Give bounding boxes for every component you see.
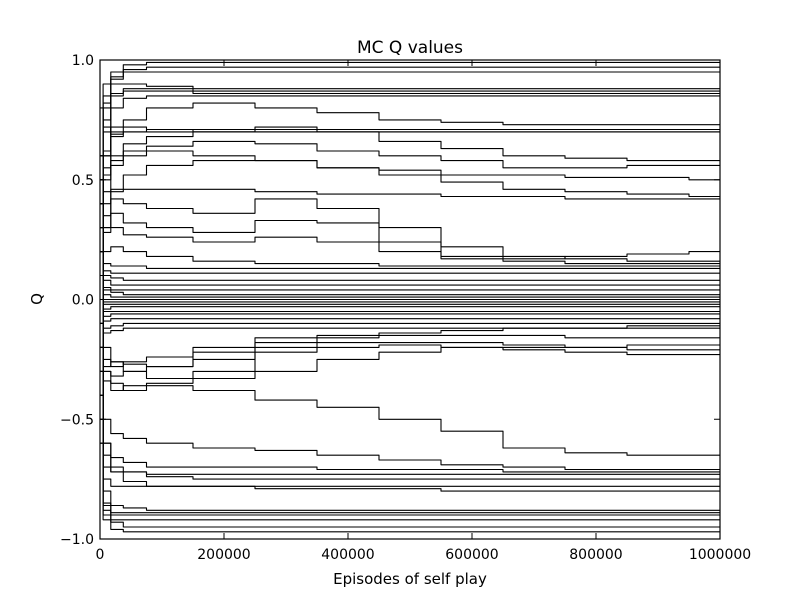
series-line-43 [100, 418, 720, 471]
series-line-32 [100, 203, 720, 313]
x-tick-label: 200000 [197, 547, 250, 563]
series-line-13 [100, 140, 720, 277]
series-line-31 [100, 306, 720, 372]
series-line-15 [100, 160, 720, 372]
y-tick-label: 0.0 [72, 293, 94, 309]
series-line-48 [100, 370, 720, 492]
series-line-38 [100, 274, 720, 377]
series-line-23 [100, 179, 720, 281]
series-line-11 [100, 102, 720, 253]
x-tick-label: 1000000 [689, 547, 751, 563]
series-line-30 [100, 251, 720, 305]
series-line-7 [100, 83, 720, 253]
x-tick-label: 800000 [569, 547, 622, 563]
x-tick-label: 400000 [321, 547, 374, 563]
series-line-28 [100, 155, 720, 301]
series-line-34 [100, 298, 720, 322]
series-line-46 [100, 418, 720, 480]
series-line-6 [100, 95, 720, 301]
series-line-47 [100, 274, 720, 487]
series-line-25 [100, 227, 720, 291]
x-tick-label: 0 [96, 547, 105, 563]
series-line-21 [100, 263, 720, 324]
series-line-33 [100, 313, 720, 324]
y-tick-label: −0.5 [60, 412, 94, 428]
series-line-22 [100, 251, 720, 274]
series-line-27 [100, 274, 720, 298]
series-line-54 [100, 346, 720, 533]
series-line-12 [100, 126, 720, 229]
y-tick-label: 0.5 [72, 173, 94, 189]
series-line-44 [100, 346, 720, 473]
x-tick-label: 600000 [445, 547, 498, 563]
x-axis-label: Episodes of self play [333, 570, 487, 588]
series-line-3 [100, 71, 720, 181]
y-axis-label: Q [28, 293, 46, 305]
series-line-29 [100, 301, 720, 420]
series-line-40 [100, 251, 720, 380]
x-axis: 0 200000 400000 600000 800000 1000000 [96, 60, 751, 563]
series-line-42 [100, 298, 720, 456]
series-line-1 [100, 61, 720, 229]
series-line-20 [100, 203, 720, 267]
series-line-24 [100, 279, 720, 396]
series-line-35 [100, 322, 720, 444]
chart-title: MC Q values [357, 38, 463, 58]
series-line-41 [100, 344, 720, 392]
y-tick-label: 1.0 [72, 53, 94, 69]
y-axis: −1.0 −0.5 0.0 0.5 1.0 [60, 53, 720, 548]
series-line-18 [100, 212, 720, 301]
series-line-53 [100, 179, 720, 528]
series-line-19 [100, 227, 720, 277]
series-line-26 [100, 289, 720, 348]
y-tick-label: −1.0 [60, 532, 94, 548]
series-group [100, 61, 720, 533]
series-line-37 [100, 325, 720, 368]
series-line-16 [100, 179, 720, 200]
